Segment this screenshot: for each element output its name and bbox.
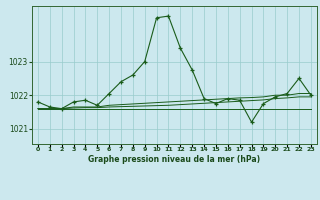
X-axis label: Graphe pression niveau de la mer (hPa): Graphe pression niveau de la mer (hPa) <box>88 155 260 164</box>
